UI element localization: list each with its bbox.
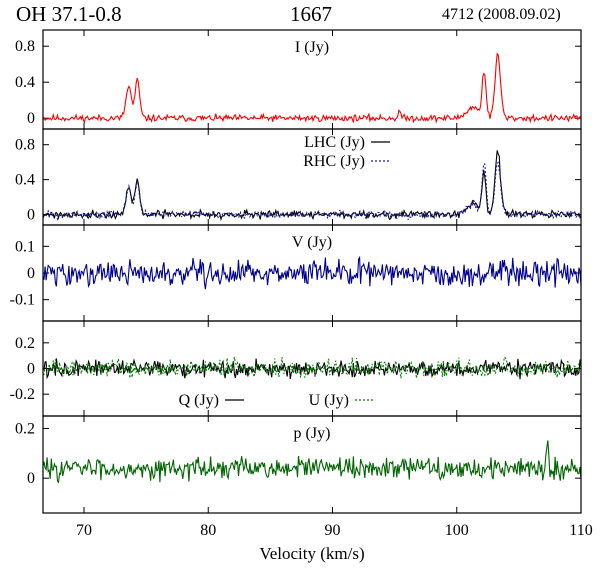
panel-stokes-v: -0.1 0 0.1 V (Jy): [10, 224, 582, 322]
legend-label: Q (Jy): [179, 392, 219, 409]
x-tick-label: 100: [445, 522, 469, 539]
x-axis-label: Velocity (km/s): [259, 544, 364, 563]
legend-label: LHC (Jy): [304, 134, 365, 151]
frequency-label: 1667: [290, 2, 332, 26]
y-tick-label: -0.2: [10, 386, 35, 403]
panel-lhc-rhc: 0 0.4 0.8 LHC (Jy) RHC (Jy): [15, 128, 582, 226]
panel-stokes-qu: -0.2 0 0.2 Q (Jy) U (Jy): [10, 320, 582, 417]
panel-stokes-i: 0 0.4 0.8 I (Jy): [15, 29, 582, 130]
legend-label: RHC (Jy): [303, 153, 365, 170]
series-i-line: [43, 52, 581, 125]
y-tick-label: 0.8: [15, 137, 35, 154]
series-p-line: [43, 440, 581, 484]
y-tick-label: 0: [27, 207, 35, 224]
series-v-line: [43, 255, 581, 290]
x-tick-label: 70: [76, 522, 92, 539]
observation-id: 4712 (2008.09.02): [442, 6, 561, 23]
y-tick-label: 0.1: [15, 238, 35, 255]
panel-frame: [42, 415, 582, 514]
y-tick-label: 0: [27, 265, 35, 282]
y-tick-label: 0: [27, 470, 35, 487]
y-tick-label: 0.4: [15, 172, 35, 189]
y-tick-label: 0: [27, 110, 35, 127]
source-name: OH 37.1-0.8: [16, 2, 122, 26]
y-tick-label: 0.4: [15, 74, 35, 91]
x-tick-label: 80: [200, 522, 216, 539]
legend-label: U (Jy): [309, 392, 349, 409]
panel-label: p (Jy): [294, 425, 331, 442]
panel-label: V (Jy): [292, 234, 332, 251]
series-u-line: [43, 355, 581, 379]
panel-label: I (Jy): [295, 39, 329, 56]
series-rhc-line: [43, 161, 581, 222]
y-tick-label: 0: [27, 361, 35, 378]
y-tick-label: 0.2: [15, 335, 35, 352]
y-tick-label: -0.1: [10, 292, 35, 309]
y-tick-label: 0.8: [15, 38, 35, 55]
x-tick-label: 110: [569, 522, 592, 539]
y-tick-label: 0.2: [15, 420, 35, 437]
x-tick-label: 90: [325, 522, 341, 539]
panel-stokes-p: 0 0.2 p (Jy): [15, 415, 582, 514]
